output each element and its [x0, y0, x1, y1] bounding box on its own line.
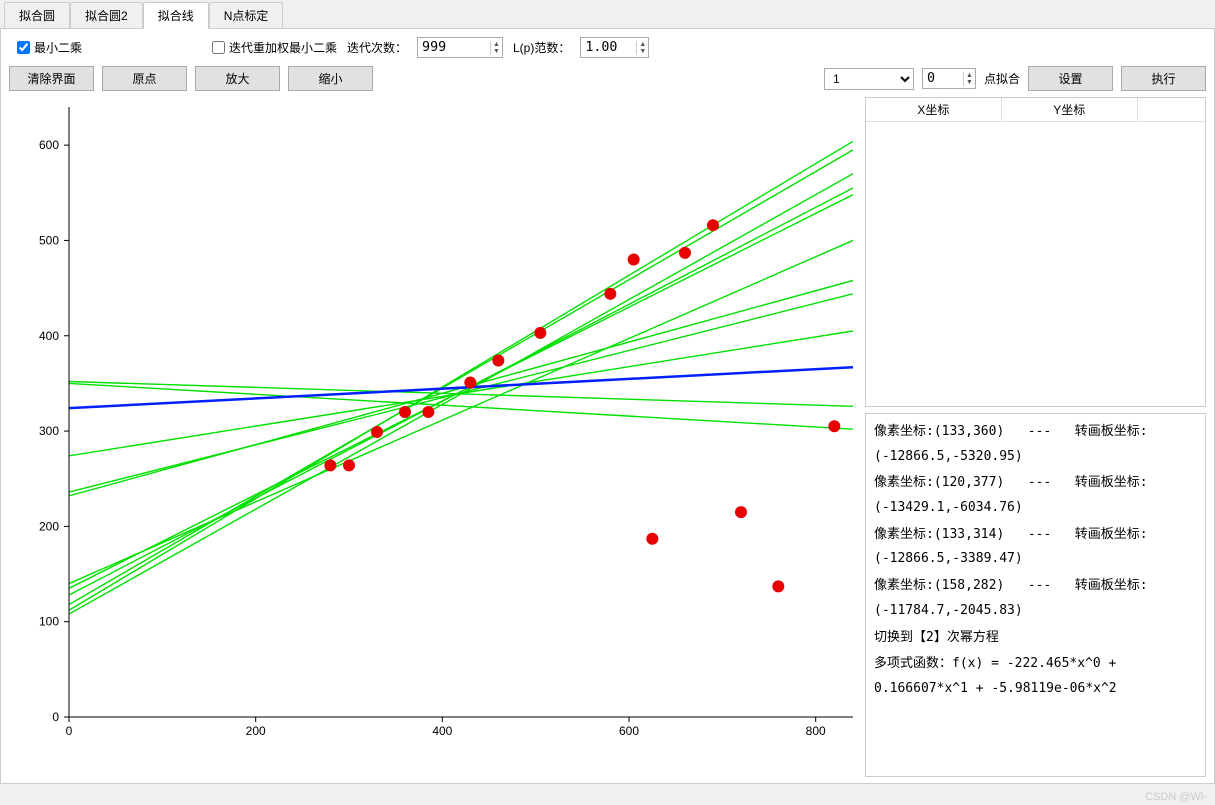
iter-down-icon[interactable]: ▼: [491, 48, 502, 55]
iter-input[interactable]: [418, 38, 490, 57]
extra-column-header: [1138, 98, 1205, 121]
svg-text:400: 400: [432, 724, 452, 738]
zoom-out-button[interactable]: 缩小: [288, 66, 373, 91]
svg-text:200: 200: [39, 519, 59, 533]
options-row: 最小二乘 迭代重加权最小二乘 迭代次数： ▲▼ L(p)范数： ▲▼: [9, 37, 1206, 58]
log-line: 多项式函数：f(x) = -222.465*x^0 + 0.166607*x^1…: [874, 652, 1197, 701]
tab-fit-line[interactable]: 拟合线: [143, 2, 209, 29]
coord-table[interactable]: X坐标 Y坐标: [865, 97, 1206, 407]
watermark: CSDN @Wi-: [1145, 791, 1207, 803]
y-column-header: Y坐标: [1002, 98, 1138, 121]
lp-spinner[interactable]: ▲▼: [580, 37, 649, 58]
counter-up-icon[interactable]: ▲: [964, 72, 975, 79]
log-line: 切换到【2】次幂方程: [874, 626, 1197, 651]
tab-fit-circle[interactable]: 拟合圆: [4, 2, 70, 28]
chart-area[interactable]: 0 200 400 600 800 0 100 200 300 400 500 600: [9, 97, 859, 762]
log-output[interactable]: 像素坐标:(133,360) --- 转画板坐标:(-12866.5,-5320…: [865, 413, 1206, 777]
irls-checkbox[interactable]: [212, 41, 225, 54]
svg-text:400: 400: [39, 329, 59, 343]
svg-text:0: 0: [52, 710, 59, 724]
lp-up-icon[interactable]: ▲: [637, 41, 648, 48]
toolbar-row: 清除界面 原点 放大 缩小 1 ▲▼ 点拟合 设置 执行: [9, 66, 1206, 91]
counter-input[interactable]: [923, 69, 963, 88]
log-line: 像素坐标:(120,377) --- 转画板坐标:(-13429.1,-6034…: [874, 471, 1197, 520]
tab-bar: 拟合圆 拟合圆2 拟合线 N点标定: [0, 0, 1215, 29]
svg-text:600: 600: [619, 724, 639, 738]
origin-button[interactable]: 原点: [102, 66, 187, 91]
svg-text:800: 800: [806, 724, 826, 738]
log-line: 像素坐标:(133,314) --- 转画板坐标:(-12866.5,-3389…: [874, 523, 1197, 572]
least-squares-checkbox-wrap[interactable]: 最小二乘: [17, 39, 82, 56]
zoom-in-button[interactable]: 放大: [195, 66, 280, 91]
least-squares-label: 最小二乘: [34, 39, 82, 56]
tab-fit-circle-2[interactable]: 拟合圆2: [70, 2, 143, 28]
lp-label: L(p)范数：: [513, 39, 570, 56]
svg-text:200: 200: [246, 724, 266, 738]
svg-text:300: 300: [39, 424, 59, 438]
log-line: 像素坐标:(133,360) --- 转画板坐标:(-12866.5,-5320…: [874, 420, 1197, 469]
clear-button[interactable]: 清除界面: [9, 66, 94, 91]
settings-button[interactable]: 设置: [1028, 66, 1113, 91]
least-squares-checkbox[interactable]: [17, 41, 30, 54]
x-column-header: X坐标: [866, 98, 1002, 121]
svg-text:600: 600: [39, 138, 59, 152]
point-fit-label: 点拟合: [984, 70, 1020, 87]
lp-input[interactable]: [581, 38, 636, 57]
irls-checkbox-wrap[interactable]: 迭代重加权最小二乘: [212, 39, 337, 56]
counter-down-icon[interactable]: ▼: [964, 79, 975, 86]
iter-label: 迭代次数：: [347, 39, 407, 56]
counter-spinner[interactable]: ▲▼: [922, 68, 976, 89]
iter-up-icon[interactable]: ▲: [491, 41, 502, 48]
log-line: 像素坐标:(158,282) --- 转画板坐标:(-11784.7,-2045…: [874, 574, 1197, 623]
tab-n-point-calib[interactable]: N点标定: [209, 2, 284, 28]
svg-text:500: 500: [39, 233, 59, 247]
svg-text:100: 100: [39, 615, 59, 629]
mode-select[interactable]: 1: [824, 68, 914, 90]
svg-text:0: 0: [66, 724, 73, 738]
execute-button[interactable]: 执行: [1121, 66, 1206, 91]
lp-down-icon[interactable]: ▼: [637, 48, 648, 55]
iter-spinner[interactable]: ▲▼: [417, 37, 503, 58]
main-panel: 最小二乘 迭代重加权最小二乘 迭代次数： ▲▼ L(p)范数： ▲▼ 清除界面 …: [0, 29, 1215, 784]
irls-label: 迭代重加权最小二乘: [229, 39, 337, 56]
coord-table-body[interactable]: [866, 122, 1205, 406]
